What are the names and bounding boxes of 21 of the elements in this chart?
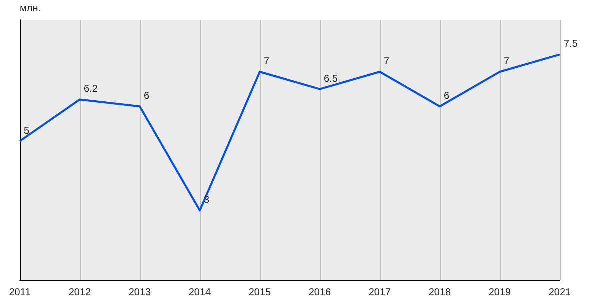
data-label: 7.5 bbox=[564, 39, 578, 50]
x-tick-label: 2017 bbox=[368, 288, 392, 298]
data-label: 3 bbox=[204, 195, 210, 206]
x-tick-label: 2018 bbox=[428, 288, 452, 298]
x-tick-label: 2019 bbox=[488, 288, 512, 298]
data-label: 7 bbox=[504, 56, 510, 68]
data-label: 7 bbox=[264, 56, 270, 68]
x-tick-label: 2012 bbox=[68, 288, 92, 298]
x-tick-label: 2014 bbox=[188, 288, 212, 298]
x-tick-label: 2016 bbox=[308, 288, 332, 298]
data-label: 6 bbox=[444, 91, 450, 102]
data-label: 6.2 bbox=[84, 84, 98, 96]
y-axis-title: млн. bbox=[20, 4, 42, 14]
data-label: 6.5 bbox=[324, 74, 338, 85]
x-tick-label: 2011 bbox=[9, 288, 32, 298]
x-tick-label: 2021 bbox=[548, 288, 572, 298]
data-label: 7 bbox=[384, 56, 390, 68]
x-tick-label: 2013 bbox=[128, 288, 152, 298]
data-label: 5 bbox=[24, 126, 30, 137]
data-label: 6 bbox=[144, 91, 150, 102]
x-tick-label: 2015 bbox=[248, 288, 272, 298]
